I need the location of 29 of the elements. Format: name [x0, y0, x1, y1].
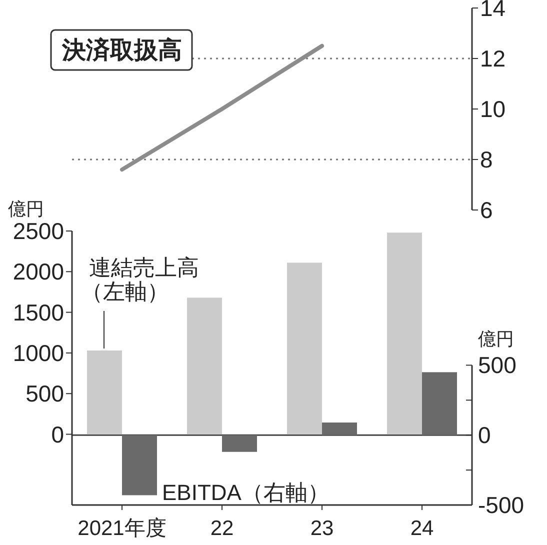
bar [187, 298, 222, 434]
x-tick-label: 22 [210, 517, 234, 540]
y2-axis-title: 億円 [478, 329, 514, 350]
bar [287, 262, 322, 434]
bar [387, 232, 422, 434]
y-tick-label: 1500 [12, 299, 64, 326]
y-tick-label: 1000 [12, 340, 64, 366]
bar [122, 435, 157, 496]
text: 決済取扱高 [61, 36, 182, 64]
y-tick-label: 2000 [12, 258, 64, 285]
y-tick-label: 500 [26, 380, 64, 407]
y-tick-label: 0 [51, 421, 64, 448]
bar [222, 435, 257, 452]
y-tick-label: 8 [480, 146, 493, 172]
y-axis-title: 億円 [8, 199, 44, 219]
y-tick-label: 12 [480, 46, 506, 72]
bar [322, 422, 357, 436]
y-tick-label: 2500 [12, 218, 64, 244]
y-tick-label: 10 [480, 96, 506, 122]
y-tick-label: 6 [480, 197, 493, 223]
x-tick-label: 23 [310, 517, 334, 540]
bar [422, 372, 457, 436]
x-tick-label: 2021年度 [78, 517, 166, 540]
series-label: 連結売上高（左軸） [81, 255, 199, 304]
x-tick-label: 24 [410, 517, 434, 540]
y-tick-label: 14 [480, 0, 506, 21]
y2-tick-label: -500 [478, 492, 524, 518]
bar [87, 350, 122, 434]
series-label: EBITDA（右軸） [162, 480, 330, 506]
